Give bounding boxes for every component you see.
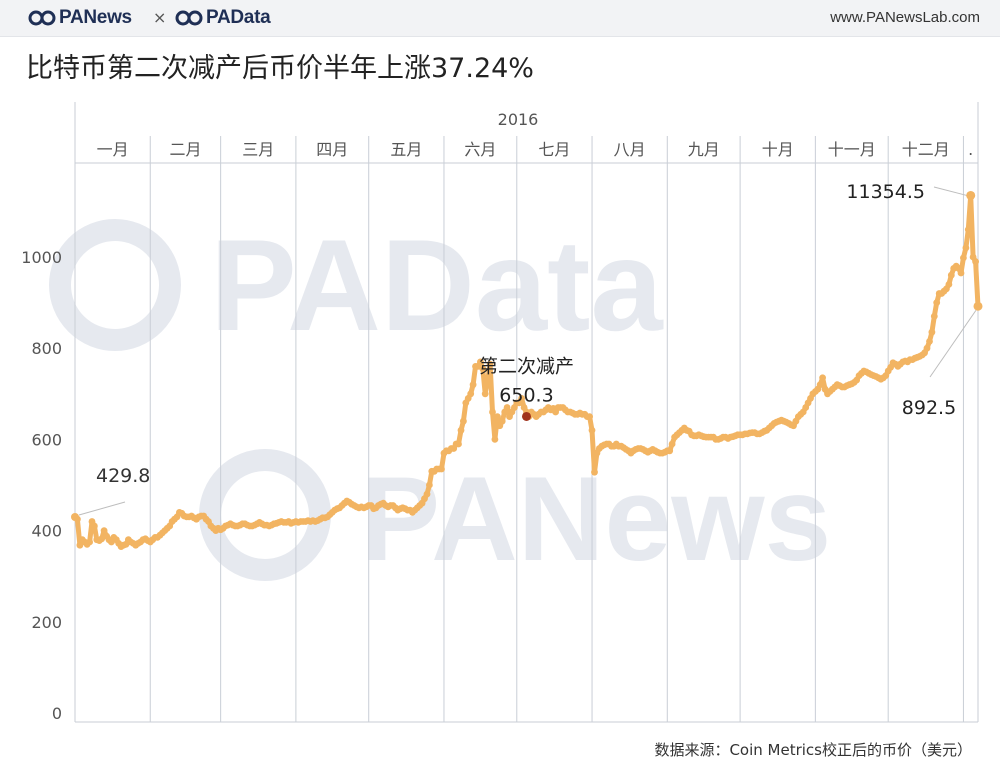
y-tick-label: 600: [31, 430, 62, 449]
price-point: [666, 447, 674, 455]
watermark-logo-icon: [199, 449, 331, 581]
price-point: [928, 328, 936, 336]
price-point: [962, 244, 970, 252]
end-value-label: 892.5: [902, 397, 956, 419]
year-label: 2016: [498, 110, 539, 129]
chart-title: 比特币第二次减产后币价半年上涨37.24%: [26, 53, 534, 84]
month-header: 2016 一月 二月 三月 四月 五月 六月 七月 八月 九月 十月 十一月 十二月.: [75, 110, 978, 164]
series-layer: [71, 192, 982, 550]
price-point: [518, 395, 525, 402]
price-point: [469, 381, 477, 389]
month-label: .: [968, 140, 973, 159]
price-point: [423, 490, 431, 498]
halving-note-label: 第二次减产: [479, 355, 574, 377]
price-point: [457, 426, 465, 434]
price-point: [957, 269, 965, 277]
price-point: [960, 254, 967, 262]
price-point: [426, 481, 433, 489]
price-point: [945, 281, 953, 288]
month-label: 九月: [688, 140, 720, 159]
source-note: 数据来源：Coin Metrics校正后的币价（美元）: [654, 741, 972, 759]
price-point: [481, 390, 489, 398]
price-point: [926, 338, 933, 345]
price-point: [479, 365, 487, 373]
y-tick-label: 0: [52, 704, 62, 723]
site-url-link[interactable]: www.PANewsLab.com: [830, 9, 980, 26]
brand-right-text: PAData: [206, 7, 271, 28]
price-point: [964, 226, 972, 234]
watermark-text: PAData: [210, 212, 664, 358]
price-point: [455, 440, 462, 448]
month-label: 八月: [614, 140, 646, 159]
month-label: 七月: [538, 140, 570, 159]
price-point: [923, 344, 931, 352]
price-point: [86, 538, 93, 546]
month-label: 十月: [762, 140, 794, 159]
price-point: [668, 440, 676, 448]
price-point: [467, 390, 475, 398]
price-point: [586, 413, 593, 420]
month-label: 三月: [242, 140, 274, 159]
price-point: [498, 417, 506, 425]
annotation-layer: 429.8 第二次减产 650.3 11354.5 892.5: [71, 181, 983, 522]
price-point: [933, 299, 941, 306]
start-value-point: [71, 513, 79, 522]
panews-logo-icon: [28, 10, 56, 26]
price-point: [494, 413, 501, 420]
price-point: [486, 360, 494, 368]
annotation-leader-start: [78, 501, 126, 516]
watermark-0: PAData: [49, 212, 664, 358]
halving-value-label: 650.3: [499, 384, 553, 406]
start-value-label: 429.8: [96, 465, 150, 487]
price-point: [972, 258, 979, 265]
price-point: [947, 271, 955, 279]
price-point: [460, 417, 467, 425]
price-point-group: [71, 192, 982, 550]
y-tick-label: 1000: [21, 248, 62, 267]
peak-value-label: 11354.5: [846, 181, 925, 203]
padata-logo-icon: [175, 10, 203, 26]
month-label: 五月: [390, 140, 422, 159]
price-point: [819, 374, 826, 382]
watermark-logo-icon: [49, 219, 181, 351]
y-axis: 0 200 400 600 800 1000: [21, 248, 62, 723]
end-value-point: [973, 301, 983, 311]
price-point: [489, 408, 496, 416]
brand-left-text: PANews: [59, 7, 132, 28]
price-point: [438, 465, 445, 473]
price-point: [588, 426, 596, 434]
price-point: [91, 522, 98, 530]
y-tick-label: 400: [31, 522, 62, 541]
price-point: [930, 312, 938, 320]
price-point: [477, 358, 484, 366]
annotation-leader-end: [929, 309, 977, 378]
month-label: 一月: [97, 140, 129, 159]
price-point: [591, 468, 598, 476]
brand-panews[interactable]: PANews: [27, 7, 132, 29]
month-label: 六月: [464, 140, 496, 159]
month-label: 十一月: [828, 140, 876, 159]
month-label: 二月: [169, 140, 201, 159]
brand-padata[interactable]: PAData: [174, 7, 271, 29]
peak-point: [966, 190, 976, 200]
annotation-leader-peak: [933, 186, 967, 196]
y-tick-label: 200: [31, 613, 62, 632]
month-label: 四月: [316, 140, 348, 159]
price-point: [503, 404, 511, 411]
brand-separator: ×: [153, 8, 167, 27]
header-bar: PANews × PAData www.PANewsLab.com: [0, 0, 1000, 37]
price-point: [100, 527, 108, 534]
price-point: [816, 381, 824, 389]
price-point: [484, 376, 492, 384]
grid-layer: [74, 102, 979, 723]
month-label: 十二月: [902, 140, 950, 159]
price-point: [76, 541, 84, 549]
y-tick-label: 800: [31, 339, 62, 358]
halving-point: [522, 411, 531, 421]
price-point: [491, 436, 499, 443]
